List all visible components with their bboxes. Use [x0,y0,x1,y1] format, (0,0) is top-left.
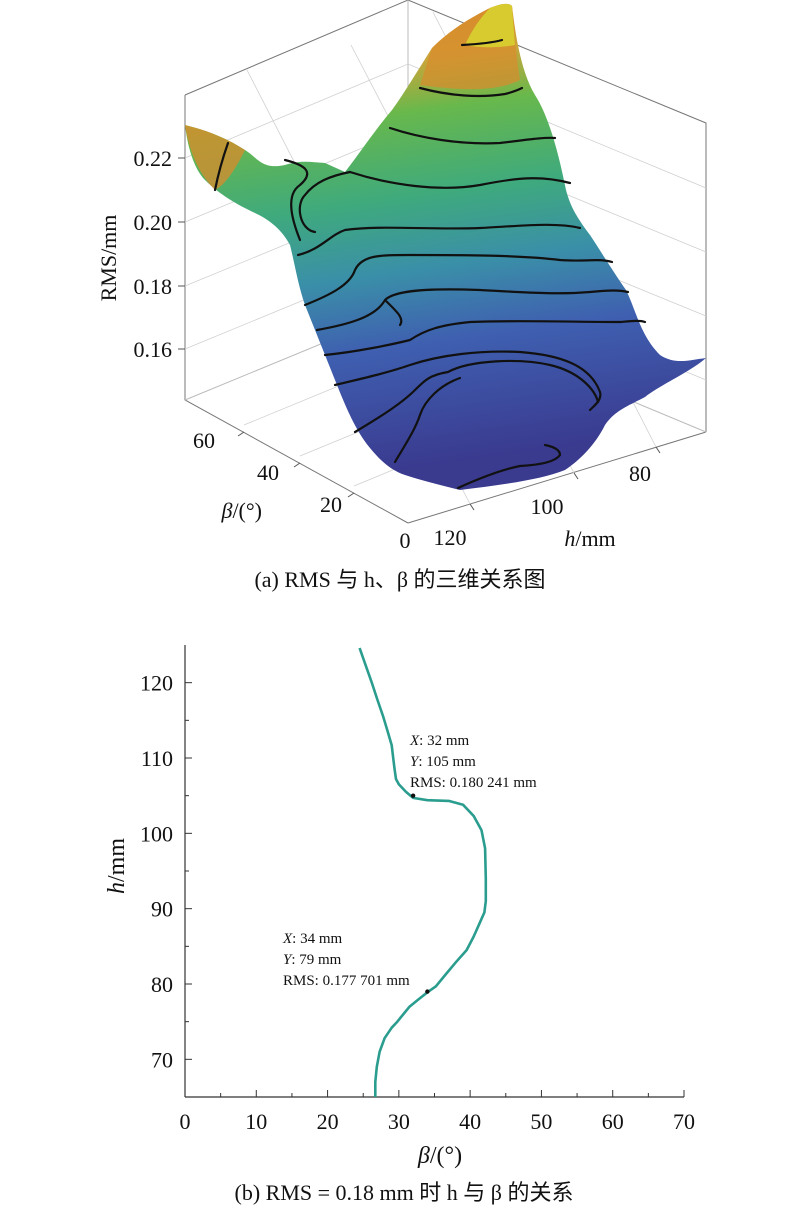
x-axis-label-unit: /(°) [430,1143,462,1169]
z-axis-label: RMS/mm [96,215,121,302]
y-axis-label-italic: h [104,882,130,894]
surface-chart: 0.22 0.20 0.18 0.16 RMS/mm 60 40 20 0 β/… [96,0,707,592]
beta-axis-ticks [237,431,355,498]
annotation-line: X: 32 mm [409,733,470,749]
x-tick-label: 50 [530,1109,552,1134]
h-axis-label: h/mm [564,526,615,551]
beta-tick-label: 20 [320,492,342,517]
beta-tick-label: 0 [400,528,411,553]
h-tick-labels: 120 100 80 [434,461,652,550]
y-tick-label: 80 [151,972,173,997]
x-axis-label-italic: β [417,1143,430,1169]
y-axis-label-unit: /mm [104,838,130,882]
annotation-2: X: 34 mm Y: 79 mm RMS: 0.177 701 mm [282,931,410,989]
annotation-line: RMS: 0.180 241 mm [410,775,537,791]
surface-body [185,3,706,490]
x-tick-label: 30 [388,1109,410,1134]
y-tick-label: 70 [151,1047,173,1072]
surface-peak-tip [465,3,515,48]
x-tick-label: 10 [245,1109,267,1134]
annotation-1: X: 32 mm Y: 105 mm RMS: 0.180 241 mm [409,733,537,791]
series-line [358,647,488,1097]
y-tick-label: 120 [140,671,173,696]
marker-point [425,989,430,994]
annotation-var: Y [410,754,420,770]
h-tick-label: 100 [531,494,564,519]
x-tick-label: 40 [459,1109,481,1134]
annotation-value: : 105 mm [418,754,476,770]
beta-axis-label-italic: β [220,498,232,523]
y-axis-label: h/mm [104,838,130,894]
beta-tick-labels: 60 40 20 0 [193,428,411,553]
z-tick-label: 0.20 [134,210,173,235]
annotation-line: RMS: 0.177 701 mm [283,973,410,989]
h-tick-label: 120 [434,525,467,550]
h-axis-label-italic: h [564,526,575,551]
annotation-var: X [409,733,420,749]
caption-a: (a) RMS 与 h、β 的三维关系图 [254,567,545,592]
z-tick-label: 0.18 [134,274,173,299]
annotation-value: : 32 mm [419,733,469,749]
annotation-var: Y [283,952,293,968]
line-chart-ticks [184,682,685,1097]
y-tick-label: 100 [140,821,173,846]
annotation-line: Y: 79 mm [283,952,342,968]
h-tick-label: 80 [629,461,651,486]
surface-contours [213,38,647,490]
annotation-value: : 34 mm [292,931,342,947]
beta-axis-label-unit: /(°) [232,498,262,523]
z-tick-labels: 0.22 0.20 0.18 0.16 [134,146,173,362]
annotation-var: X [282,931,293,947]
line-chart: 0 10 20 30 40 50 60 70 70 80 90 100 110 120 X: 32 mm … [104,645,695,1205]
z-tick-label: 0.16 [134,337,173,362]
annotation-value: : 79 mm [291,952,341,968]
y-tick-label: 90 [151,897,173,922]
x-tick-label: 70 [673,1109,695,1134]
annotation-line: X: 34 mm [282,931,343,947]
x-tick-label: 60 [602,1109,624,1134]
z-axis-ticks [178,157,185,350]
marker-point [410,793,416,798]
x-tick-label: 0 [180,1109,191,1134]
y-tick-label: 110 [141,746,173,771]
beta-axis-label: β/(°) [220,498,262,523]
surface-warm-patch [185,125,245,190]
beta-tick-label: 40 [257,460,279,485]
z-tick-label: 0.22 [134,146,173,171]
x-tick-label: 20 [317,1109,339,1134]
h-axis-label-unit: /mm [575,526,615,551]
annotation-line: Y: 105 mm [410,754,476,770]
beta-tick-label: 60 [193,428,215,453]
line-chart-tick-labels: 0 10 20 30 40 50 60 70 70 80 90 100 110 120 [140,671,695,1134]
caption-b: (b) RMS = 0.18 mm 时 h 与 β 的关系 [235,1180,574,1205]
x-axis-label: β/(°) [417,1143,462,1169]
h-axis-ticks [469,446,661,511]
